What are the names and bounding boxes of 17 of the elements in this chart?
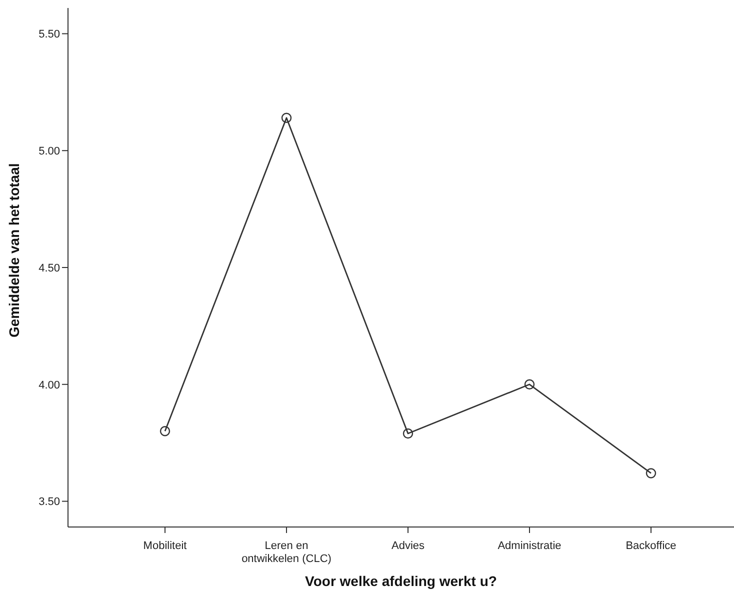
y-tick-label: 3.50 [38, 496, 60, 508]
point [160, 426, 170, 436]
point [524, 379, 535, 390]
y-axis-title: Gemiddelde van het totaal [6, 163, 22, 338]
y-tick-label: 5.50 [38, 28, 60, 41]
y-tick-label: 4.00 [38, 379, 60, 392]
point [646, 468, 656, 478]
point [281, 112, 292, 123]
x-tick-label: Advies [391, 540, 425, 552]
x-tick-label: Leren en ontwikkelen (CLC) [242, 540, 332, 565]
x-axis-title: Voor welke afdeling werkt u? [305, 573, 497, 589]
x-tick-label: Mobiliteit [143, 540, 187, 552]
x-tick-label: Administratie [498, 540, 562, 552]
point [402, 428, 414, 439]
y-tick-label: 5.00 [38, 146, 60, 158]
y-tick-label: 4.50 [38, 262, 60, 274]
x-tick-label: Backoffice [626, 540, 676, 552]
